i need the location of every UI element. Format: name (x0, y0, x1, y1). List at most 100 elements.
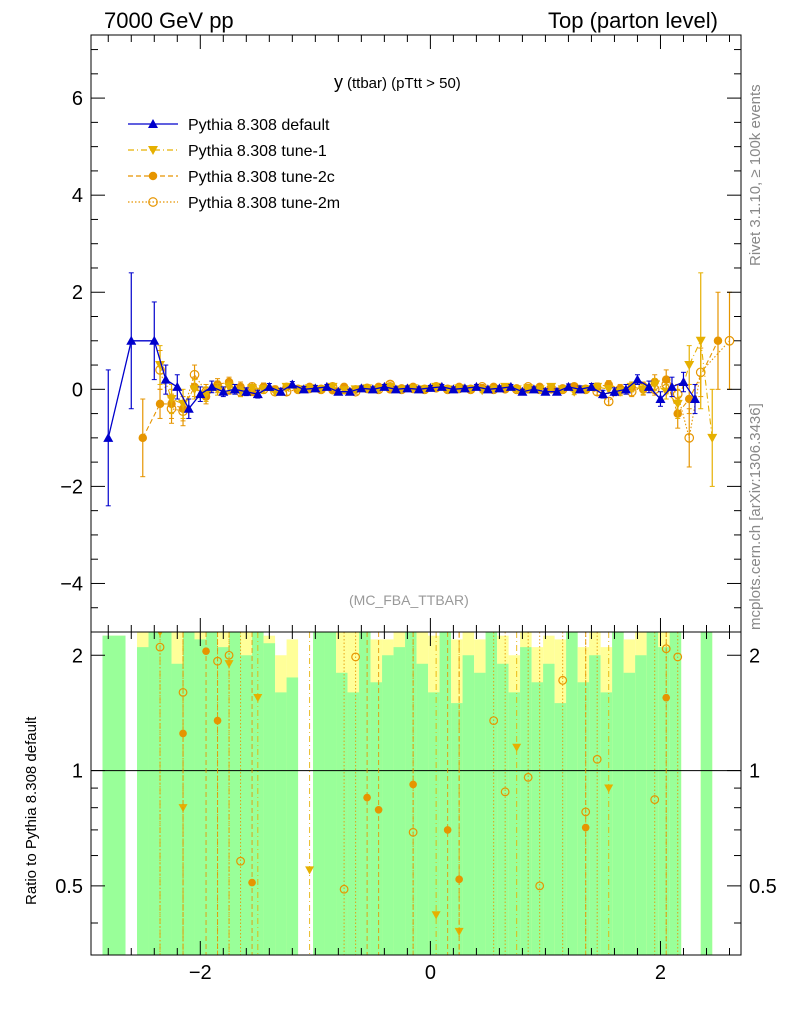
ratio-bands (102, 632, 713, 955)
ratio-point (512, 743, 522, 752)
x-tick-label: −2 (189, 962, 212, 984)
ratio-series-group (155, 632, 683, 955)
data-point (678, 377, 689, 387)
ratio-point (523, 772, 533, 782)
ratio-point (535, 881, 545, 891)
ratio-point (431, 911, 441, 920)
data-point (643, 381, 654, 391)
ratio-point (213, 656, 222, 666)
data-point (218, 386, 229, 396)
data-point (155, 399, 165, 409)
ratio-band-green (102, 635, 126, 955)
ratio-band-green (393, 647, 406, 955)
ratio-band-green (324, 632, 337, 955)
ratio-point (155, 642, 165, 652)
data-point (310, 383, 321, 393)
data-point (655, 394, 666, 404)
data-point (574, 384, 585, 394)
data-point (390, 384, 401, 394)
ratio-band-green (171, 663, 184, 955)
ratio-band-green (183, 632, 195, 955)
ratio-band-green (370, 682, 383, 955)
data-point (505, 381, 516, 391)
ratio-y-tick-label: 2 (72, 645, 83, 667)
ratio-band-green (589, 655, 601, 955)
data-point (195, 389, 206, 399)
ratio-band-green (700, 632, 713, 955)
data-point (247, 384, 258, 394)
legend-entry: Pythia 8.308 default (188, 117, 330, 134)
data-point (620, 384, 631, 394)
ratio-point (305, 866, 315, 875)
data-point (592, 382, 603, 392)
ratio-point (592, 754, 602, 764)
data-point (241, 386, 252, 396)
ratio-y-tick-label: 1 (72, 761, 83, 783)
plot-title-main: y (334, 72, 343, 92)
data-point (684, 361, 695, 371)
data-point (287, 379, 298, 389)
ratio-band-green (439, 632, 452, 955)
data-point (229, 384, 240, 394)
ratio-y-tick-label: 0.5 (55, 876, 83, 898)
data-point (649, 380, 660, 390)
ratio-band-green (600, 692, 613, 955)
data-point (344, 386, 355, 396)
data-point (402, 383, 413, 393)
ratio-panel (91, 632, 741, 955)
ratio-point (500, 787, 510, 797)
ratio-band-green (543, 663, 555, 955)
ratio-band-green (474, 672, 486, 955)
ratio-point (179, 729, 187, 738)
ratio-band-green (462, 655, 475, 955)
data-point (264, 381, 275, 391)
ratio-point (351, 652, 361, 662)
ratio-band-green (669, 632, 682, 955)
header-process-label: Top (parton level) (548, 8, 718, 33)
data-point (379, 381, 390, 391)
data-point (563, 381, 574, 391)
ratio-band-green (275, 692, 287, 955)
ratio-band-green (646, 632, 659, 955)
legend-marker (148, 146, 158, 155)
ratio-band-green (658, 647, 670, 955)
x-tick-label: 0 (425, 962, 436, 984)
ratio-band-green (194, 639, 207, 955)
main-y-tick-label: 4 (72, 185, 83, 207)
data-point (528, 384, 539, 394)
ratio-point (363, 793, 371, 802)
header-energy-label: 7000 GeV pp (104, 8, 234, 33)
ratio-point (202, 647, 210, 655)
ratio-band-green (359, 632, 371, 955)
data-point (724, 335, 735, 346)
data-point (459, 383, 470, 393)
ratio-band-green (286, 677, 299, 955)
ratio-point (409, 780, 417, 789)
data-point (425, 382, 436, 392)
data-point (206, 381, 217, 391)
ratio-band-green (416, 663, 429, 955)
data-point (413, 384, 424, 394)
data-point (597, 389, 608, 399)
data-point (488, 385, 499, 395)
data-point (172, 381, 183, 391)
ratio-band-green (206, 632, 218, 955)
ratio-point (178, 687, 188, 697)
data-point (684, 433, 695, 443)
main-y-tick-label: −4 (60, 573, 83, 595)
ratio-y-tick-label-right: 1 (749, 761, 760, 783)
axes: −4 −2 0 2 4 6 −2 0 2 0.5 0.5 1 1 2 2 Ratio to Pythia 8.… (23, 34, 777, 984)
ratio-band-green (531, 682, 544, 955)
data-point (540, 386, 551, 396)
ratio-band-green (428, 692, 440, 955)
data-point (603, 396, 614, 407)
ratio-band-green (382, 655, 394, 955)
data-point (183, 403, 194, 413)
data-point (471, 381, 482, 391)
data-point (155, 361, 166, 371)
data-point (367, 384, 378, 394)
ratio-point (581, 807, 591, 817)
x-tick-label: 2 (655, 962, 666, 984)
ratio-band-green (313, 632, 325, 955)
main-y-tick-label: 0 (72, 379, 83, 401)
